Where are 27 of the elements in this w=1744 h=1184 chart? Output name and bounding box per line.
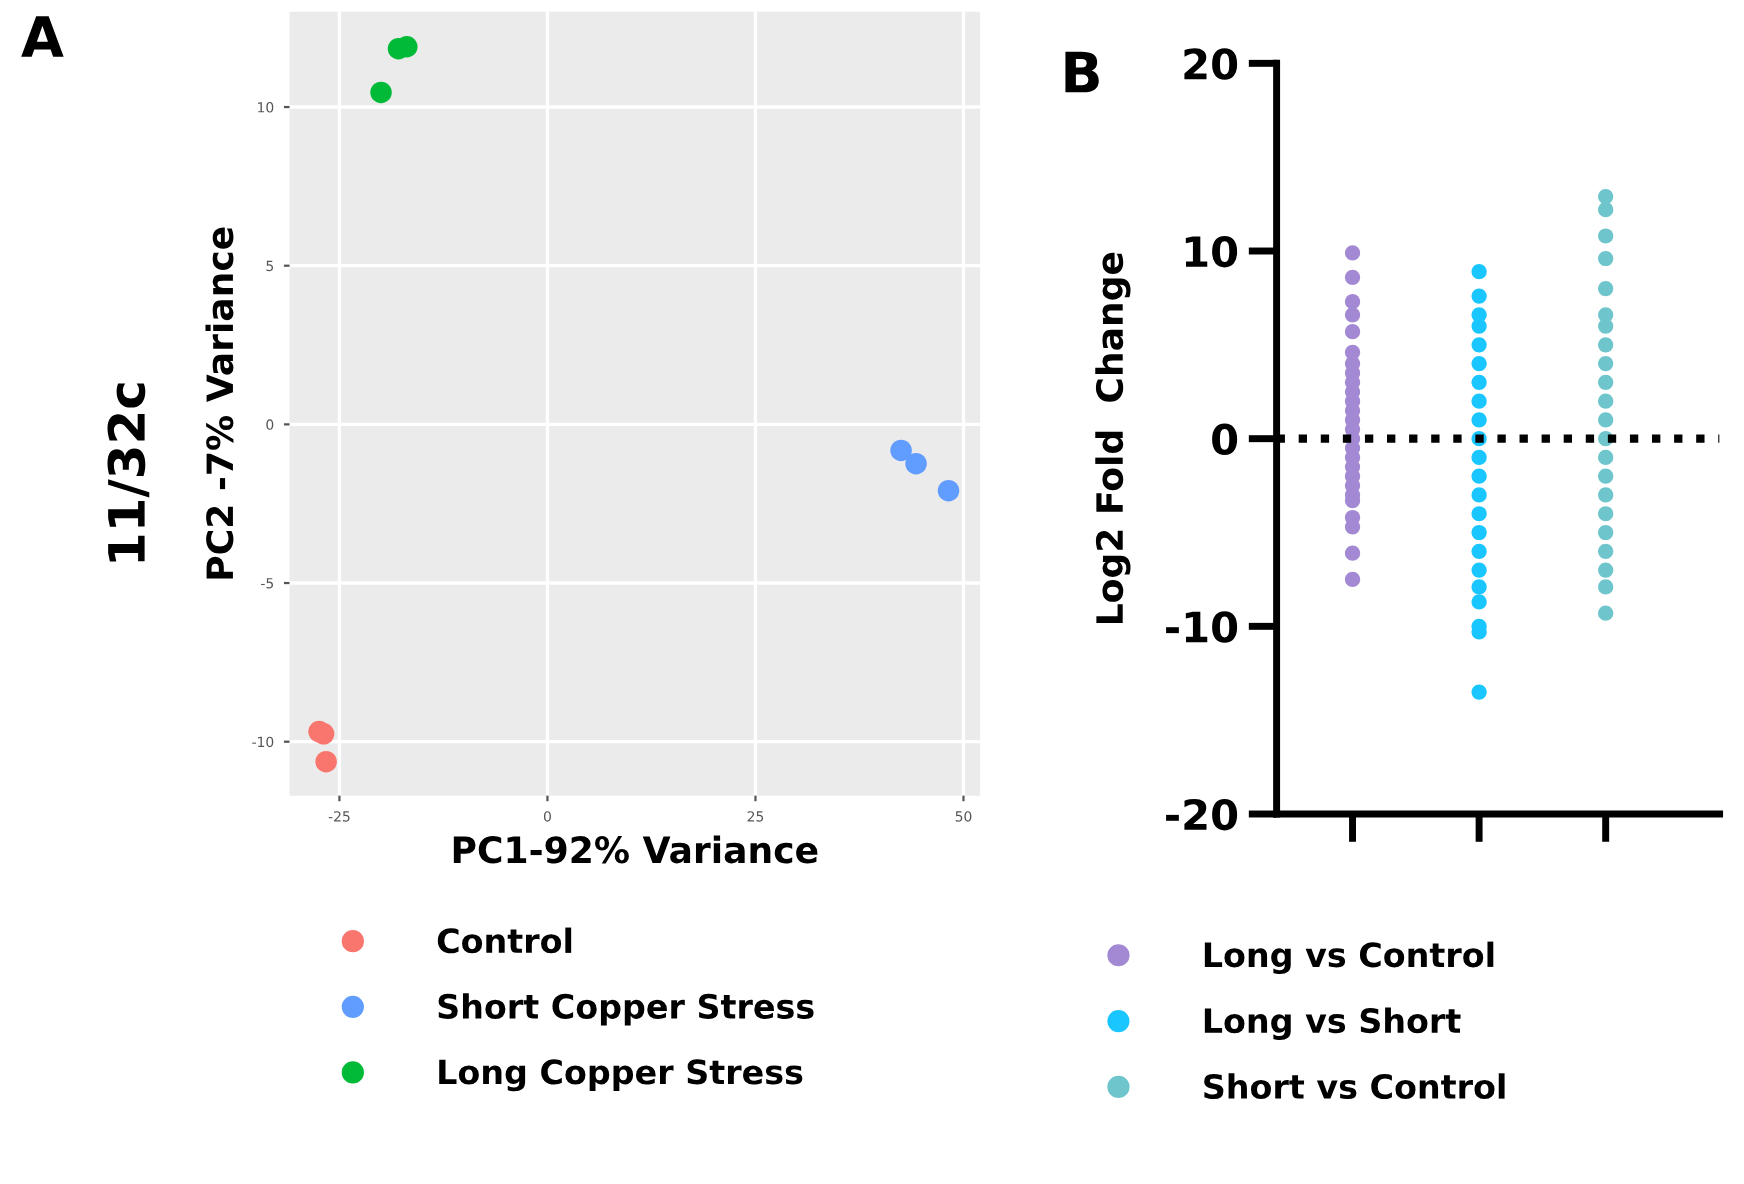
text: 11/32c — [107, 383, 150, 562]
point — [1344, 571, 1361, 588]
y-tick-label: 0 — [1212, 423, 1238, 456]
legend-label: Control — [437, 927, 572, 954]
point — [905, 452, 927, 475]
y-tick-label: 10 — [1185, 235, 1238, 268]
point — [937, 479, 960, 502]
x-axis-title: PC1-92% Variance — [453, 835, 818, 864]
text: B — [1065, 51, 1099, 93]
point — [1471, 264, 1487, 280]
y-tick-label: -20 — [1166, 798, 1238, 831]
legend-label: Short Copper Stress — [438, 993, 814, 1026]
y-axis-title: Log2 Fold Change — [1095, 252, 1131, 624]
y-tick-label: 20 — [1184, 48, 1238, 80]
point — [890, 439, 912, 462]
legend-label: Long Copper Stress — [439, 1059, 803, 1092]
point — [1344, 545, 1361, 561]
legend-label: Short vs Control — [1204, 1073, 1505, 1100]
legend-label: Long vs Control — [1204, 941, 1494, 975]
point — [1598, 188, 1614, 205]
legend-label: Long vs Short — [1204, 1007, 1461, 1040]
y-axis-title: PC2 -7% Variance — [205, 227, 234, 579]
point — [1344, 245, 1361, 261]
text: A — [21, 16, 64, 57]
point — [315, 750, 337, 773]
y-tick-label: -10 — [1166, 611, 1238, 643]
point — [370, 81, 392, 104]
